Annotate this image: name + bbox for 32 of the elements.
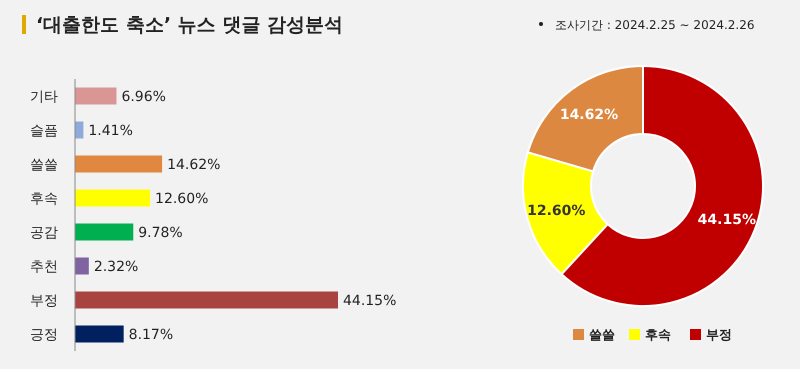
y-tick-label: 후속 — [30, 191, 58, 207]
data-label: 44.15% — [698, 212, 756, 228]
bar — [75, 156, 162, 172]
bar — [75, 190, 150, 206]
text: 조사기간 : 2024.2.25 ~ 2024.2.26 — [555, 18, 754, 32]
y-tick-label: 공감 — [30, 225, 58, 241]
y-tick-label: 슬픔 — [30, 123, 58, 139]
bar — [75, 326, 124, 342]
data-label: 14.62% — [560, 107, 618, 124]
y-tick-label: 쓸쓸 — [30, 157, 58, 173]
chart-title: ‘대출한도 축소’ 뉴스 댓글 감성분석 — [36, 14, 343, 36]
y-tick-label: 부정 — [30, 293, 58, 309]
bar — [75, 122, 84, 138]
data-label: 44.15% — [343, 293, 396, 309]
data-label: 6.96% — [121, 89, 166, 105]
y-tick-label: 기타 — [30, 89, 58, 105]
y-tick-label: 긍정 — [30, 327, 58, 343]
bar — [75, 258, 89, 274]
legend-label: 쓸쓸 — [589, 328, 615, 343]
bar — [75, 88, 116, 104]
data-label: 12.60% — [527, 203, 586, 220]
data-label: 8.17% — [128, 327, 174, 343]
bar — [75, 292, 338, 308]
legend-label: 부정 — [706, 328, 732, 343]
data-label: 1.41% — [88, 123, 133, 139]
legend-label: 후속 — [645, 328, 671, 343]
data-label: 2.32% — [94, 259, 138, 275]
data-label: 9.78% — [138, 225, 183, 241]
data-label: 14.62% — [167, 157, 220, 173]
data-label: 12.60% — [155, 191, 208, 207]
y-tick-label: 추천 — [30, 259, 58, 275]
bar — [75, 224, 134, 240]
